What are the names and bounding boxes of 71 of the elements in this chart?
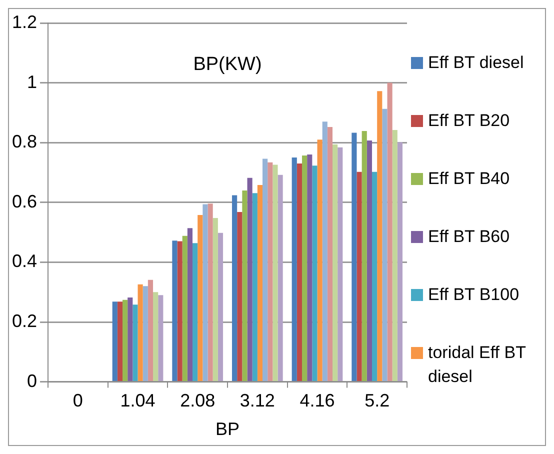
y-tick-label: 0	[27, 370, 38, 391]
bar	[372, 172, 378, 382]
x-axis-title: BP	[216, 419, 240, 440]
bar	[272, 164, 278, 382]
bar	[322, 122, 328, 382]
legend-label: Eff BT B20	[428, 110, 510, 132]
bar	[192, 243, 198, 382]
y-tick-label: 1	[27, 72, 38, 92]
bar	[262, 158, 268, 382]
bar	[307, 154, 312, 382]
bar	[208, 204, 213, 382]
bar	[158, 295, 164, 382]
x-tick-label: 1.04	[120, 390, 156, 411]
bar	[366, 140, 372, 382]
bar	[242, 190, 248, 382]
y-tick-label: 0.8	[12, 132, 38, 152]
bar	[177, 241, 182, 382]
bar	[138, 284, 143, 382]
legend-label: Eff BT B100	[428, 284, 520, 306]
x-tick-label: 0	[72, 390, 83, 411]
bar	[392, 130, 398, 382]
bar	[377, 91, 382, 382]
bar	[382, 108, 388, 382]
bar	[327, 127, 333, 382]
bar	[292, 158, 297, 382]
bar	[112, 302, 118, 382]
bar	[397, 142, 403, 382]
x-tick-label: 3.12	[240, 390, 275, 411]
bar	[212, 218, 218, 382]
bar	[232, 195, 238, 382]
bar	[296, 164, 302, 382]
bar	[362, 130, 367, 382]
bar	[247, 178, 252, 382]
legend-label: Eff BT B40	[428, 168, 510, 190]
x-tick-label: 4.16	[300, 390, 335, 411]
bar	[302, 155, 308, 382]
bar	[148, 280, 154, 382]
bar	[257, 185, 263, 382]
bar	[237, 212, 242, 382]
bar	[387, 82, 392, 382]
bar	[132, 304, 138, 382]
bar	[252, 193, 258, 382]
bar	[187, 228, 193, 382]
bar	[128, 297, 133, 382]
bar	[117, 302, 123, 382]
x-tick-label: 2.08	[180, 390, 216, 411]
y-tick-label: 0.2	[12, 310, 38, 331]
bar	[312, 166, 318, 382]
text: BP(KW)	[193, 54, 262, 76]
y-tick-label: 0.6	[12, 191, 38, 212]
bar	[278, 174, 283, 382]
legend-label: toridal Eff BT diesel	[428, 342, 527, 388]
bar	[153, 292, 158, 382]
bar	[332, 144, 338, 382]
y-tick-label: 1.2	[12, 12, 38, 32]
x-tick-label: 5.2	[364, 390, 390, 411]
bar	[317, 140, 322, 382]
legend-label: Eff BT B60	[428, 226, 510, 248]
bar	[218, 232, 224, 382]
bar	[202, 204, 208, 382]
bar	[122, 300, 128, 382]
legend-label: Eff BT diesel	[428, 52, 524, 74]
y-tick-label: 0.4	[12, 251, 38, 272]
bar	[338, 147, 343, 382]
bar	[268, 162, 273, 382]
bar	[356, 172, 362, 382]
bar	[182, 236, 188, 382]
bar	[352, 132, 357, 382]
bar	[172, 240, 178, 382]
bar	[198, 214, 203, 382]
bar	[142, 286, 148, 382]
